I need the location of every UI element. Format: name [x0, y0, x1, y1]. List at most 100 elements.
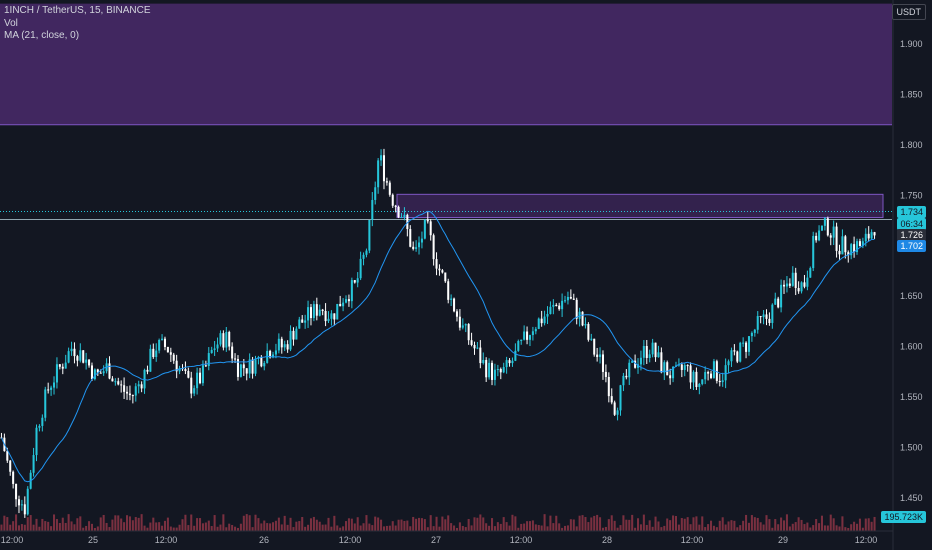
volume-bar: [785, 514, 788, 531]
candle-body: [15, 483, 18, 500]
candle-body: [382, 155, 386, 182]
volume-bar: [625, 519, 628, 531]
volume-bar: [163, 520, 167, 531]
candle-body: [96, 369, 99, 373]
candle-body: [365, 250, 368, 255]
volume-bar: [277, 517, 280, 531]
ma-indicator-label[interactable]: MA (21, close, 0): [4, 30, 80, 41]
volume-bar: [55, 519, 58, 531]
candle-body: [377, 160, 380, 188]
candle-body: [663, 362, 666, 373]
volume-bar: [537, 525, 540, 531]
volume-bar: [812, 525, 815, 531]
candle-body: [333, 313, 336, 320]
candle-body: [85, 359, 88, 363]
volume-bar: [593, 515, 596, 531]
candle-body: [461, 325, 464, 328]
candle-body: [166, 346, 169, 353]
candle-body: [523, 331, 526, 340]
candle-body: [12, 471, 15, 484]
volume-bar: [523, 523, 526, 531]
volume-bar: [476, 517, 479, 531]
volume-bar: [172, 527, 175, 531]
volume-bar: [140, 514, 143, 531]
volume-bar: [231, 524, 234, 531]
volume-bar: [823, 525, 826, 531]
candle-body: [806, 277, 809, 287]
volume-bar: [721, 517, 724, 531]
volume-bar: [70, 521, 73, 531]
volume-bar: [216, 526, 219, 531]
volume-bar: [269, 523, 272, 531]
candle-body: [520, 339, 523, 342]
volume-indicator-label[interactable]: Vol: [4, 17, 18, 29]
volume-bar: [596, 514, 599, 531]
volume-bar: [155, 522, 158, 531]
candle-body: [844, 236, 847, 253]
candle-body: [108, 363, 111, 379]
candle-body: [768, 318, 771, 323]
candle-body: [73, 348, 76, 357]
candle-body: [546, 314, 549, 317]
candle-body: [435, 259, 438, 269]
volume-bar: [175, 527, 178, 531]
candle-body: [90, 365, 94, 380]
candle-body: [736, 351, 739, 362]
volume-bar: [461, 525, 464, 531]
candle-body: [123, 385, 126, 392]
volume-bar: [0, 524, 3, 531]
candle-body: [216, 344, 219, 349]
candle-body: [619, 385, 622, 411]
volume-bar: [198, 518, 202, 531]
volume-bar: [245, 514, 248, 531]
price-tick-label: 1.600: [900, 342, 923, 352]
level-b-label: 1.702: [897, 240, 926, 252]
volume-bar: [52, 514, 56, 531]
volume-bar: [858, 518, 861, 531]
volume-bar: [502, 517, 505, 531]
volume-bar: [666, 518, 669, 531]
level-a-label: 1.726: [897, 229, 926, 241]
candle-body: [508, 360, 511, 364]
volume-bar: [634, 527, 637, 531]
candle-body: [645, 345, 648, 358]
volume-bar: [803, 524, 806, 531]
symbol-title[interactable]: 1INCH / TetherUS, 15, BINANCE: [4, 5, 151, 16]
candle-body: [423, 219, 426, 239]
candle-body: [479, 347, 482, 364]
candle-body: [178, 368, 181, 372]
volume-bar: [388, 525, 391, 531]
volume-bar: [254, 514, 257, 531]
candle-body: [835, 226, 838, 251]
candle-body: [628, 362, 631, 378]
volume-bar: [528, 521, 532, 531]
volume-bar: [356, 517, 359, 531]
currency-button[interactable]: USDT: [891, 4, 926, 20]
candle-body: [23, 504, 26, 515]
volume-bar: [794, 522, 797, 531]
candle-body: [587, 323, 590, 340]
candle-body: [701, 379, 704, 384]
candle-body: [172, 354, 175, 361]
candle-body: [800, 282, 803, 292]
volume-bar: [777, 524, 780, 531]
candle-body: [499, 368, 502, 373]
volume-bar: [266, 523, 269, 531]
volume-bar: [514, 516, 517, 531]
volume-bar: [677, 524, 680, 531]
candle-body: [791, 272, 794, 286]
candle-body: [514, 350, 517, 361]
volume-bar: [569, 519, 572, 531]
candle-body: [476, 347, 479, 349]
candle-body: [380, 155, 383, 161]
volume-bar: [499, 523, 502, 531]
candle-body: [88, 359, 91, 366]
candle-body: [213, 348, 216, 350]
chart-legend: 1INCH / TetherUS, 15, BINANCE Vol MA (21…: [4, 5, 151, 43]
candle-body: [283, 344, 286, 348]
candle-body: [190, 377, 193, 394]
volume-bar: [496, 522, 499, 531]
volume-bar: [607, 519, 610, 531]
mid-zone: [396, 193, 884, 219]
